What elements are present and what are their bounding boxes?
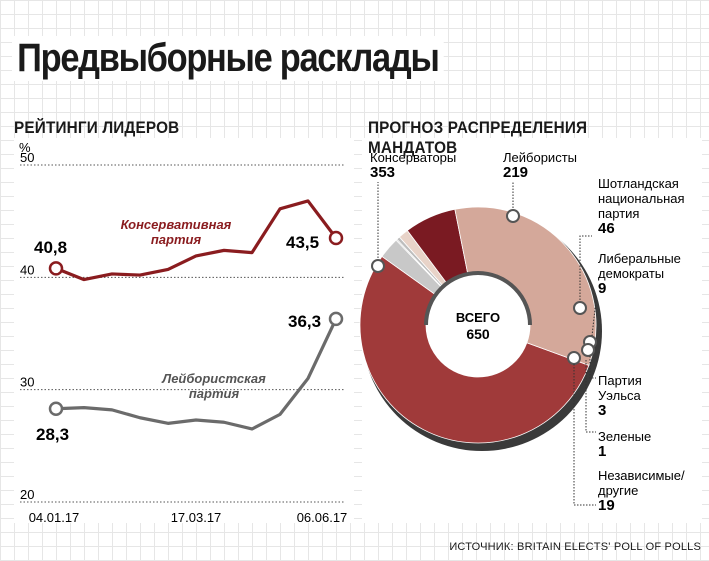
slice-value: 219 [503,164,528,181]
slice-marker [506,209,520,223]
slice-label-line: партия [598,206,639,221]
donut-hole [426,273,530,377]
slice-label-line: Партия [598,373,642,388]
x-tick-label: 04.01.17 [29,510,80,525]
slice-label: Независимые/другие [598,468,685,498]
labour-series-name: Лейбористская партия [161,371,266,401]
slice-label-line: демократы [598,266,664,281]
slice-label-line: Лейбористы [503,150,577,165]
conservative-series-name: Консервативная партия [121,217,232,247]
series-1-marker [328,311,344,327]
leader-line [579,235,592,300]
line-chart-title: РЕЙТИНГИ ЛИДЕРОВ [14,118,180,137]
slice-label-line: Шотландская [598,176,679,191]
line-chart-background [14,138,354,523]
slice-label: Партия Уэльса [598,373,642,403]
slice-label-line: Уэльса [598,388,641,403]
slice-label-line: Зеленые [598,429,651,444]
leader-line [591,299,597,337]
conservative-end-label: 43,5 [286,233,319,252]
y-tick-label: 30 [20,375,34,390]
slice-label: Лейбористы [503,150,577,165]
leaders-rating-chart: % 20 30 40 50 04.01.17 17.03.17 06.06.17 40,8 43,… [14,138,354,525]
x-tick-label: 17.03.17 [171,510,222,525]
slice-label: Зеленые [598,429,651,444]
slice-marker [581,343,595,357]
slice-value: 3 [598,402,606,419]
leader-line [589,356,596,379]
labour-series-name-line: Лейбористская [161,371,266,386]
slice-label: Либеральные демократы [598,251,681,281]
slice-label-line: национальная [598,191,685,206]
slice-value: 46 [598,220,615,237]
x-tick-label: 06.06.17 [297,510,348,525]
y-tick-label: 40 [20,262,34,277]
donut-hole-rim [424,271,532,326]
donut-center-label: ВСЕГО [456,310,500,325]
slice-value: 9 [598,280,606,297]
slice-value: 1 [598,443,606,460]
slice-value: 353 [370,164,395,181]
slice-label-line: Консерваторы [370,150,456,165]
series-1-marker [48,401,64,417]
leader-line [573,364,596,506]
slice-label-line: Независимые/ [598,468,685,483]
slice-value: 19 [598,497,615,514]
source-note: ИСТОЧНИК: BRITAIN ELECTS' POLL OF POLLS [449,541,701,553]
conservative-start-label: 40,8 [34,238,67,257]
leader-line [585,360,596,433]
slice-marker [573,301,587,315]
page-title: Предвыборные расклады [12,36,444,81]
conservative-series-name-line: Консервативная [121,217,232,232]
y-tick-label: 20 [20,487,34,502]
conservative-series-name-line: партия [151,232,202,247]
series-0-marker [328,230,344,246]
labour-series-name-line: партия [189,386,240,401]
labour-start-label: 28,3 [36,425,69,444]
series-0-marker [48,261,64,276]
y-axis-unit: % [19,140,31,155]
slice-marker [567,351,581,365]
y-tick-label: 50 [20,150,34,165]
slice-label: Консерваторы [370,150,456,165]
slice-label-line: другие [598,483,638,498]
slice-label: Шотландская национальная партия [598,176,685,221]
series-line-0 [55,199,338,282]
donut-total: 650 [466,326,490,342]
donut-chart-title: ПРОГНОЗ РАСПРЕДЕЛЕНИЯ МАНДАТОВ [368,118,588,157]
slice-marker [371,259,385,273]
slice-label-line: Либеральные [598,251,681,266]
labour-end-label: 36,3 [288,312,321,331]
series-line-1 [55,318,338,431]
